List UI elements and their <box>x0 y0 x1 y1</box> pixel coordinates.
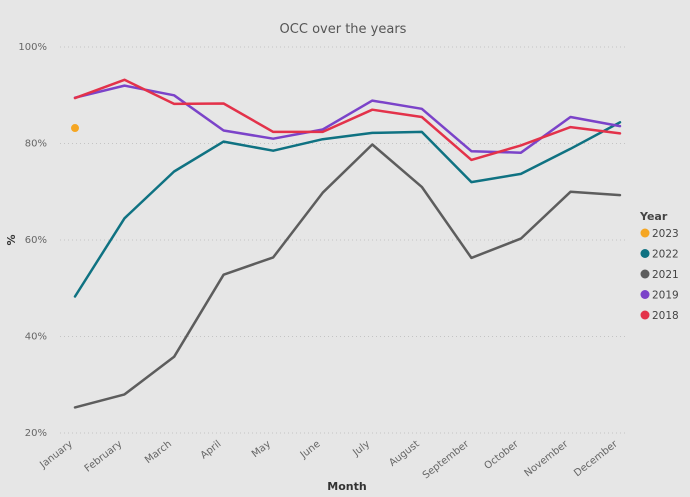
data-point-2023[interactable] <box>71 124 79 133</box>
y-tick-label: 80% <box>25 139 47 150</box>
x-tick-label: March <box>143 439 174 466</box>
legend-marker <box>640 228 650 238</box>
series-2022 <box>73 121 622 298</box>
legend-item-2019[interactable]: 2019 <box>640 290 679 302</box>
y-axis: 20% 40% 60% 80% 100% <box>18 42 47 439</box>
x-tick-label: December <box>572 438 620 479</box>
legend-marker <box>640 290 650 299</box>
legend-marker <box>640 269 650 279</box>
x-tick-label: July <box>350 439 372 459</box>
y-axis-label: % <box>5 234 18 245</box>
y-tick-label: 100% <box>18 42 47 53</box>
series-line-2019[interactable] <box>73 84 622 154</box>
legend-label: 2023 <box>652 228 679 240</box>
x-axis-label: Month <box>327 480 366 493</box>
x-axis: January February March April May June July Augu… <box>37 438 620 481</box>
chart-title: OCC over the years <box>280 22 407 37</box>
y-tick-label: 40% <box>25 332 47 343</box>
x-tick-label: January <box>37 439 74 472</box>
series-line-2018[interactable] <box>73 78 622 162</box>
series-2019 <box>73 84 622 154</box>
series-line-2022[interactable] <box>73 121 622 298</box>
legend-item-2018[interactable]: 2018 <box>640 310 679 322</box>
plot-area <box>71 78 622 409</box>
x-tick-label: November <box>523 438 571 479</box>
legend-title: Year <box>639 210 668 223</box>
gridlines <box>60 46 625 434</box>
series-2021 <box>73 143 622 409</box>
legend-item-2023[interactable]: 2023 <box>640 228 679 240</box>
x-tick-label: October <box>482 438 521 472</box>
legend-marker <box>640 249 650 258</box>
legend[interactable]: Year 2023 2022 2021 2019 2018 <box>639 210 679 322</box>
series-2018 <box>73 78 622 162</box>
series-line-2021[interactable] <box>73 143 622 409</box>
legend-item-2022[interactable]: 2022 <box>640 249 679 261</box>
x-tick-label: September <box>421 438 472 481</box>
legend-marker <box>640 310 650 320</box>
legend-label: 2022 <box>652 249 679 261</box>
x-tick-label: February <box>83 439 125 475</box>
x-tick-label: May <box>250 439 273 460</box>
legend-label: 2018 <box>652 310 679 322</box>
y-tick-label: 20% <box>25 428 47 439</box>
y-tick-label: 60% <box>25 235 47 246</box>
x-tick-label: August <box>387 439 421 469</box>
legend-label: 2021 <box>652 269 679 281</box>
x-tick-label: April <box>199 439 224 462</box>
series-2023 <box>71 124 79 133</box>
legend-label: 2019 <box>652 290 679 302</box>
legend-item-2021[interactable]: 2021 <box>640 269 679 281</box>
x-tick-label: June <box>298 439 323 462</box>
